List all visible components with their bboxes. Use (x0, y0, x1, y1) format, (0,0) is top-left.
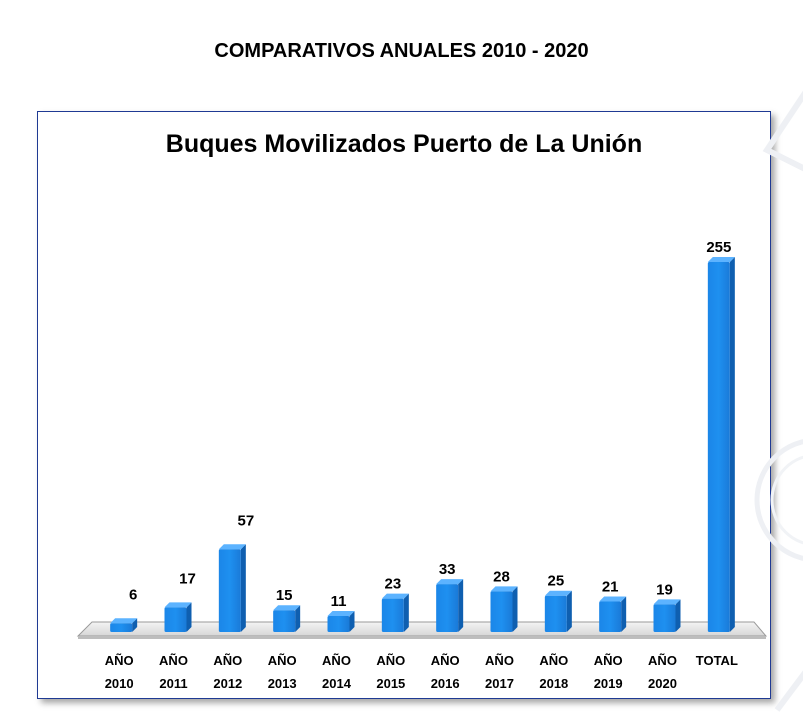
data-label: 255 (706, 239, 731, 256)
category-label: 2014 (322, 676, 352, 691)
category-label: 2019 (594, 676, 623, 691)
bar-side (349, 611, 355, 632)
category-label: AÑO (648, 653, 677, 668)
data-label: 11 (331, 593, 347, 610)
category-label: 2011 (159, 676, 187, 691)
bar-top (544, 590, 572, 596)
bar-top (273, 605, 301, 611)
category-label: AÑO (485, 653, 514, 668)
bar-top (381, 593, 409, 599)
bar-side (621, 596, 627, 632)
bar (381, 598, 404, 632)
bar-top (653, 599, 681, 605)
data-label: 23 (384, 576, 401, 593)
bar (490, 591, 513, 632)
category-label: AÑO (539, 653, 568, 668)
category-label: 2010 (105, 676, 134, 691)
category-label: 2018 (539, 676, 568, 691)
data-label: 28 (493, 568, 510, 585)
category-label: 2017 (485, 676, 514, 691)
bar-top (110, 618, 138, 624)
bar-top (218, 544, 246, 550)
bar-top (164, 602, 192, 608)
category-label: 2012 (213, 676, 242, 691)
bar-chart: 6 AÑO 2010 17 AÑO 2011 57 AÑO 2012 15 AÑO 2013 11 AÑO… (76, 239, 768, 691)
bar (273, 610, 296, 632)
data-label: 25 (547, 573, 564, 590)
bar-side (240, 544, 246, 632)
category-label: AÑO (376, 653, 405, 668)
bar-side (132, 618, 138, 632)
category-label: TOTAL (696, 653, 738, 668)
bar-top (490, 586, 518, 592)
bar-side (186, 602, 192, 632)
category-label: 2020 (648, 676, 677, 691)
bar-side (512, 586, 518, 632)
bar (327, 616, 350, 632)
category-label: AÑO (105, 653, 134, 668)
category-label: AÑO (268, 653, 297, 668)
chart-floor-edge (78, 636, 766, 639)
bar-top (707, 257, 735, 262)
bar-side (458, 579, 464, 632)
chart-frame: Buques Movilizados Puerto de La Unión 6 A… (37, 111, 771, 699)
data-label: 15 (276, 587, 293, 604)
data-label: 17 (179, 570, 196, 587)
data-label: 6 (129, 586, 137, 603)
category-label: 2015 (376, 676, 405, 691)
category-label: 2016 (431, 676, 460, 691)
bar-side (295, 605, 301, 632)
bar (218, 549, 241, 632)
data-label: 19 (656, 581, 673, 598)
data-label: 57 (237, 512, 254, 529)
bar (110, 623, 133, 632)
bar-top (436, 579, 464, 585)
bar (707, 262, 730, 632)
bar-side (675, 599, 681, 632)
bar-top (327, 611, 355, 617)
bar-side (566, 590, 572, 632)
page-title: COMPARATIVOS ANUALES 2010 - 2020 (214, 40, 589, 62)
chart-title: Buques Movilizados Puerto de La Unión (165, 130, 643, 158)
bar (599, 601, 622, 632)
category-label: AÑO (594, 653, 623, 668)
bar (653, 604, 676, 632)
bar-side (403, 593, 409, 632)
bar-top (599, 596, 627, 602)
category-label: AÑO (213, 653, 242, 668)
category-label: AÑO (159, 653, 188, 668)
data-label: 33 (439, 561, 456, 578)
data-label: 21 (602, 579, 619, 596)
bar-side (729, 257, 735, 632)
category-label: 2013 (268, 676, 297, 691)
bar (544, 595, 567, 632)
category-label: AÑO (431, 653, 460, 668)
bar (164, 607, 187, 632)
bar (436, 584, 459, 632)
category-label: AÑO (322, 653, 351, 668)
